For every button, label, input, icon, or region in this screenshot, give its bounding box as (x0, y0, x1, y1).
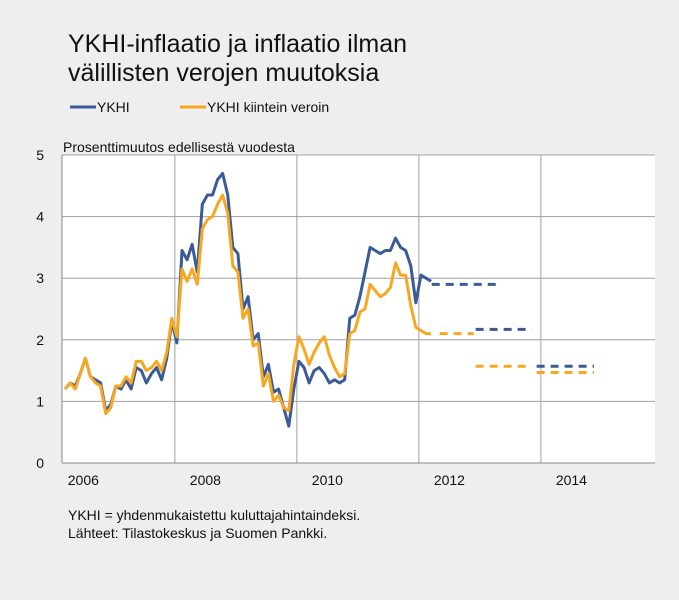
x-tick-label: 2008 (190, 472, 221, 488)
y-tick-label: 0 (36, 455, 44, 471)
plot-area (62, 155, 655, 463)
y-tick-label: 4 (36, 209, 44, 225)
chart-title: välillisten verojen muutoksia (68, 59, 379, 87)
x-tick-label: 2012 (434, 472, 465, 488)
legend-label: YKHI kiintein veroin (207, 99, 329, 115)
x-tick-label: 2010 (312, 472, 343, 488)
y-tick-label: 1 (36, 393, 44, 409)
series-line (63, 193, 432, 416)
note: YKHI = yhdenmukaistettu kuluttajahintain… (68, 507, 360, 523)
y-tick-label: 3 (36, 270, 44, 286)
y-axis-label: Prosenttimuutos edellisestä vuodesta (63, 139, 295, 155)
chart-title: YKHI-inflaatio ja inflaatio ilman (68, 30, 407, 58)
y-tick-label: 5 (36, 147, 44, 163)
x-tick-label: 2014 (556, 472, 587, 488)
legend-label: YKHI (97, 99, 130, 115)
note: Lähteet: Tilastokeskus ja Suomen Pankki. (68, 525, 327, 541)
y-tick-label: 2 (36, 332, 44, 348)
x-tick-label: 2006 (68, 472, 99, 488)
